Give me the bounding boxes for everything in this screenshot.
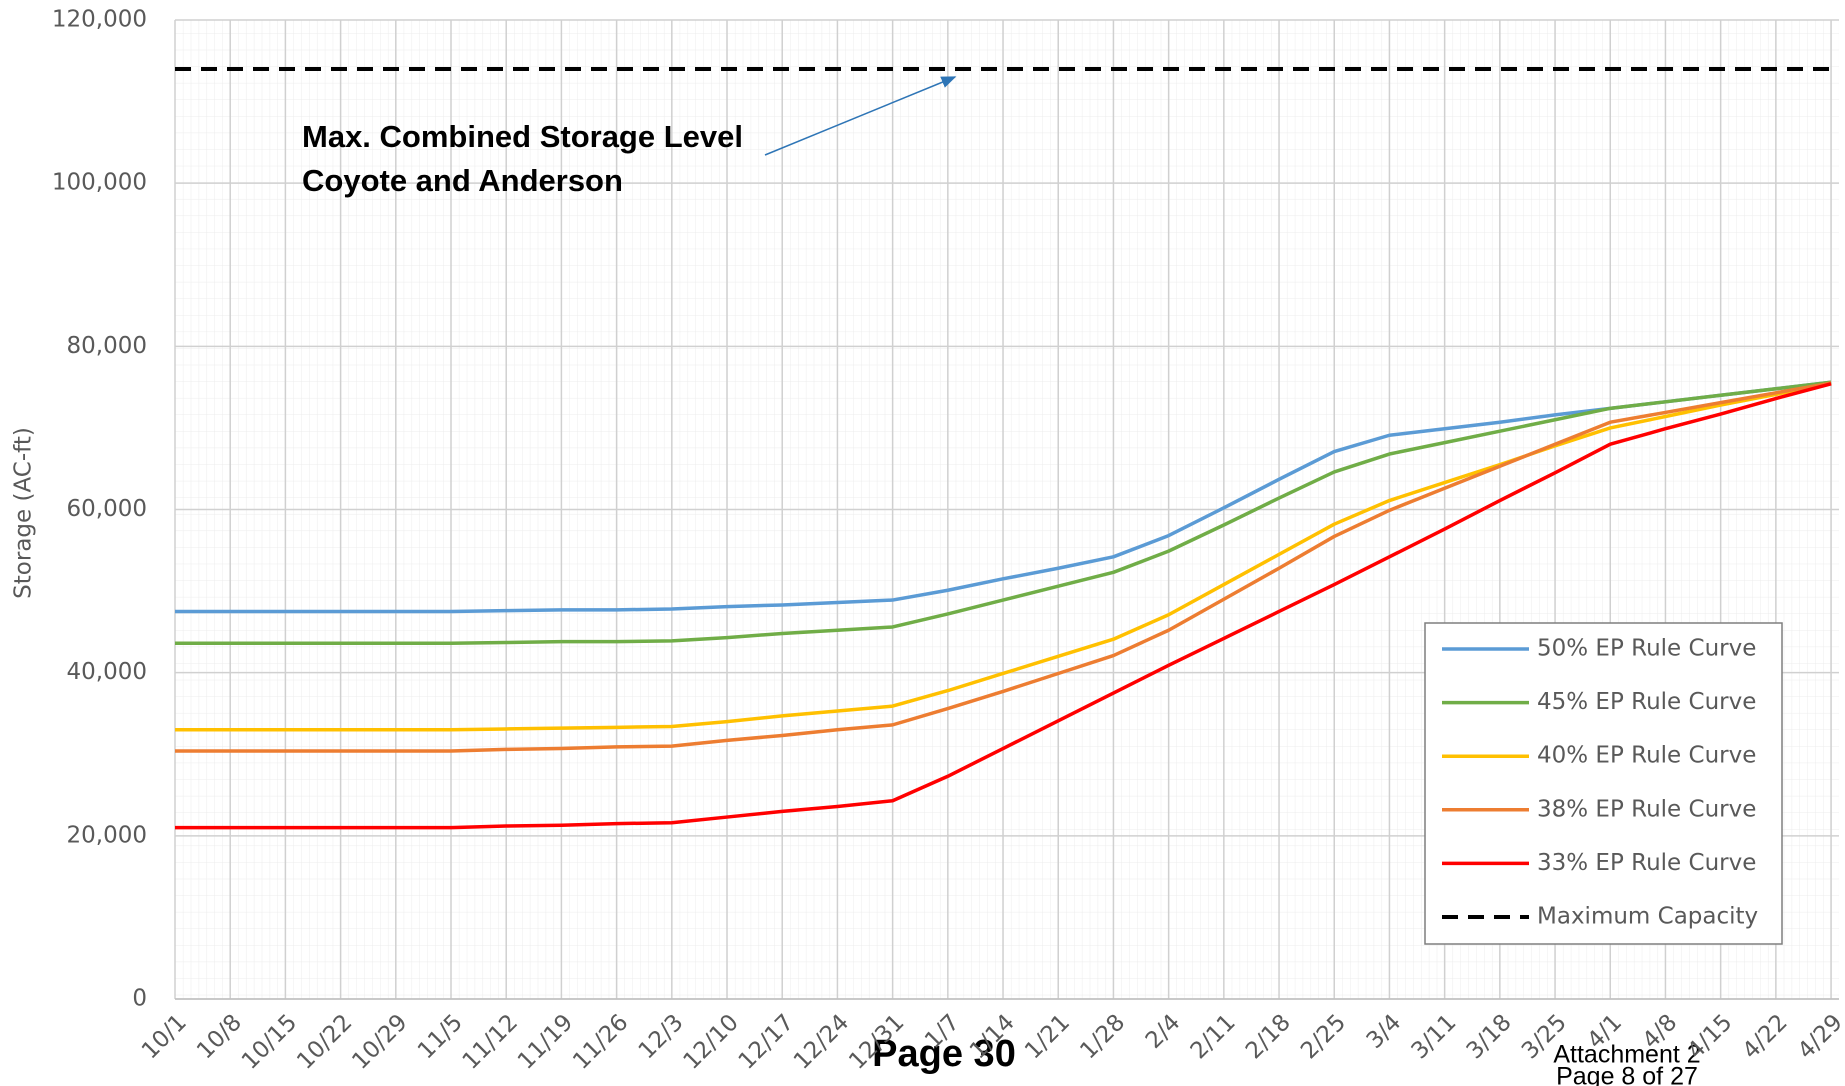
page-of: Page 8 of 27 [1556,1063,1698,1086]
legend-box [1424,622,1783,945]
x-tick-label: 2/11 [1186,1009,1241,1064]
lines [175,66,1832,830]
x-tick-label: 3/18 [1462,1009,1517,1064]
legend-label: 33% EP Rule Curve [1537,850,1756,876]
x-tick-label: 2/4 [1141,1009,1186,1054]
annotation-arrow [764,76,957,156]
y-tick-label: 120,000 [52,7,147,33]
y-axis-label: Storage (AC-ft) [11,427,37,599]
x-tick-label: 12/10 [679,1009,744,1074]
y-tick-label: 80,000 [67,333,147,359]
x-tick-label: 3/11 [1407,1009,1462,1064]
series-line [175,380,1832,646]
series-line [175,382,1832,830]
x-tick-label: 10/29 [347,1009,412,1074]
x-tick-label: 10/15 [237,1009,302,1074]
y-tick-label: 0 [132,986,147,1012]
y-tick-label: 40,000 [67,659,147,685]
legend-label: 45% EP Rule Curve [1537,689,1756,715]
legend-label: Maximum Capacity [1537,904,1758,930]
y-tick-label: 100,000 [52,170,147,196]
x-tick-label: 4/22 [1738,1009,1793,1064]
legend-label: 38% EP Rule Curve [1537,796,1756,822]
annotation: Max. Combined Storage Level [302,119,743,154]
legend: 50% EP Rule Curve 45% EP Rule Curve 40% EP… [1442,636,1758,930]
x-tick-label: 2/18 [1241,1009,1296,1064]
x-tick-label: 11/12 [458,1009,523,1074]
x-tick-label: 12/17 [734,1009,799,1074]
x-tick-label: 3/4 [1362,1009,1407,1054]
series-line [175,380,1832,614]
y-tick-label: 60,000 [67,496,147,522]
attachment: Attachment 2 [1553,1041,1700,1069]
x-tick-label: 11/26 [568,1009,633,1074]
legend-label: 50% EP Rule Curve [1537,636,1756,662]
x-tick-label: 10/1 [137,1009,192,1064]
x-tick-label: 4/29 [1793,1009,1845,1064]
annotation: Coyote and Anderson [302,163,623,198]
x-tick-label: 2/25 [1296,1009,1351,1064]
y-tick-label: 20,000 [67,822,147,848]
x-tick-label: 1/21 [1020,1009,1075,1064]
series-line [175,381,1832,753]
x-tick-label: 10/22 [292,1009,357,1074]
page-number: Page 30 [872,1033,1016,1075]
legend-label: 40% EP Rule Curve [1537,743,1756,769]
x-tick-label: 11/19 [513,1009,578,1074]
x-tick-label: 12/24 [789,1009,854,1074]
x-tick-label: 1/28 [1075,1009,1130,1064]
